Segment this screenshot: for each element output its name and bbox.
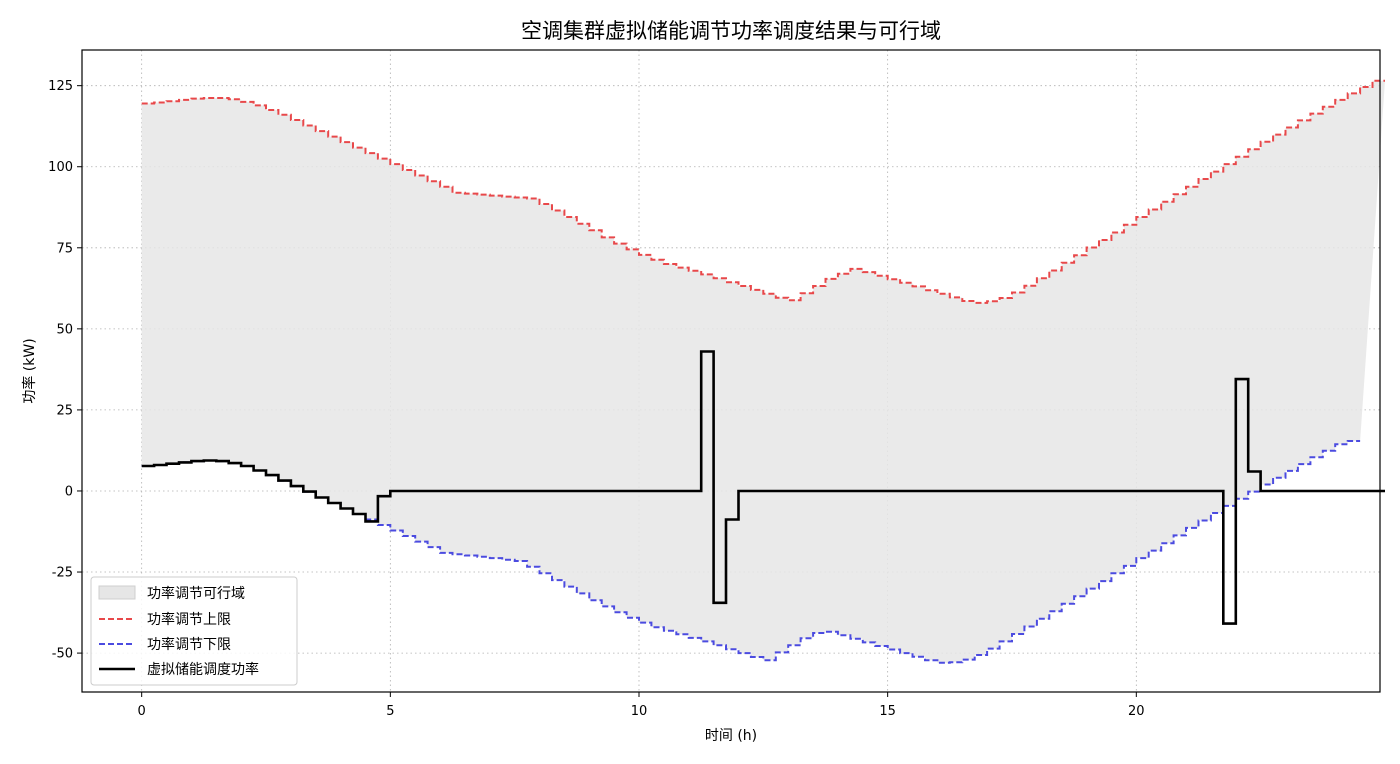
dispatch-power-line: [141, 350, 1385, 625]
lower-limit-line: [141, 440, 1361, 664]
legend-label: 功率调节可行域: [147, 585, 245, 602]
legend-swatch-feasible: [98, 585, 136, 600]
y-tick-label: -50: [52, 647, 73, 662]
legend-label: 功率调节上限: [147, 611, 231, 628]
y-tick-label: 0: [65, 484, 73, 499]
y-tick-label: 125: [48, 79, 73, 94]
legend-label: 虚拟储能调度功率: [147, 661, 259, 678]
plot-frame: [81, 49, 1381, 693]
chart-title: 空调集群虚拟储能调节功率调度结果与可行域: [521, 19, 941, 43]
y-tick-label: 75: [56, 241, 73, 256]
feasible-region: [141, 80, 1386, 663]
legend-label: 功率调节下限: [147, 636, 231, 653]
y-tick-label: -25: [52, 566, 73, 581]
x-tick-label: 15: [879, 704, 896, 719]
x-tick-label: 0: [138, 704, 146, 719]
x-tick-label: 5: [386, 704, 394, 719]
x-tick-label: 10: [631, 704, 648, 719]
x-axis-title: 时间 (h): [705, 728, 757, 744]
feasible-region-layer: [141, 80, 1386, 663]
series-layer: [141, 79, 1385, 664]
x-tick-label: 20: [1128, 704, 1145, 719]
y-tick-label: 25: [56, 403, 73, 418]
y-axis-title: 功率 (kW): [21, 338, 38, 403]
y-tick-label: 50: [56, 322, 73, 337]
legend-box: [90, 576, 298, 686]
y-tick-label: 100: [48, 160, 73, 175]
upper-limit-line: [141, 79, 1385, 304]
tick-layer: 0 5 10 15 20 -50 -25 0 25 50 75 100 125: [48, 79, 1144, 719]
